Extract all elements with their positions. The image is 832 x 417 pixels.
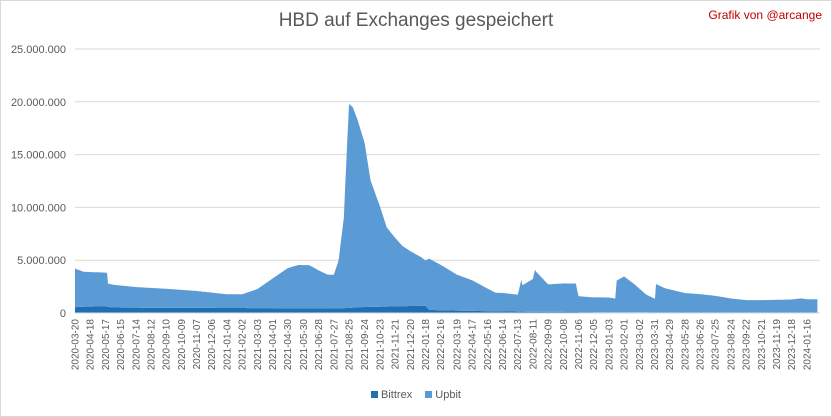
x-tick-label: 2023-09-22 xyxy=(742,319,753,371)
y-tick-label: 20.000.000 xyxy=(11,97,66,109)
x-tick-label: 2021-02-02 xyxy=(238,319,249,371)
x-tick-label: 2020-04-18 xyxy=(86,319,97,371)
x-tick-label: 2022-08-11 xyxy=(528,319,539,370)
x-tick-label: 2020-05-17 xyxy=(101,319,112,371)
x-tick-label: 2020-12-06 xyxy=(207,319,218,371)
x-tick-label: 2022-05-16 xyxy=(483,319,494,371)
x-tick-label: 2021-04-01 xyxy=(268,319,279,371)
y-tick-label: 15.000.000 xyxy=(11,150,66,162)
x-tick-label: 2023-06-26 xyxy=(696,319,707,371)
y-tick-label: 0 xyxy=(60,308,66,320)
credit-label: Grafik von @arcange xyxy=(708,8,822,22)
x-tick-label: 2023-03-31 xyxy=(650,319,661,371)
x-tick-label: 2021-09-24 xyxy=(360,319,371,371)
x-tick-label: 2023-04-29 xyxy=(665,319,676,371)
x-tick-label: 2022-02-16 xyxy=(436,319,447,371)
x-tick-label: 2020-09-10 xyxy=(162,319,173,371)
x-tick-label: 2021-07-27 xyxy=(329,319,340,371)
x-tick-label: 2021-10-23 xyxy=(375,319,386,371)
legend-label-upbit: Upbit xyxy=(435,389,461,401)
x-tick-label: 2022-01-18 xyxy=(421,319,432,371)
legend: Bittrex Upbit xyxy=(0,389,832,401)
legend-swatch-bittrex xyxy=(371,391,379,398)
x-tick-label: 2022-09-09 xyxy=(544,319,555,371)
x-tick-label: 2023-11-19 xyxy=(772,319,783,370)
x-tick-label: 2022-07-13 xyxy=(513,319,524,371)
x-tick-label: 2023-03-02 xyxy=(635,319,646,371)
x-tick-label: 2021-06-28 xyxy=(314,319,325,371)
x-tick-label: 2020-08-12 xyxy=(147,319,158,371)
x-tick-label: 2023-12-18 xyxy=(787,319,798,371)
x-tick-label: 2022-11-06 xyxy=(574,319,585,370)
legend-item-upbit: Upbit xyxy=(425,389,461,401)
x-tick-label: 2023-10-21 xyxy=(757,319,768,371)
series-area-upbit xyxy=(75,104,818,313)
x-tick-label: 2022-03-19 xyxy=(452,319,463,371)
x-tick-label: 2022-12-05 xyxy=(589,319,600,371)
x-tick-label: 2021-08-25 xyxy=(345,319,356,371)
x-tick-label: 2023-08-24 xyxy=(726,319,737,371)
x-tick-label: 2021-03-03 xyxy=(253,319,264,371)
x-tick-label: 2020-03-20 xyxy=(71,319,82,371)
x-tick-label: 2020-11-07 xyxy=(192,319,203,370)
legend-item-bittrex: Bittrex xyxy=(371,389,412,401)
x-tick-label: 2023-05-28 xyxy=(680,319,691,371)
x-tick-label: 2021-11-21 xyxy=(391,319,402,370)
x-tick-label: 2022-10-08 xyxy=(559,319,570,371)
x-tick-label: 2021-12-20 xyxy=(406,319,417,371)
x-tick-label: 2024-01-16 xyxy=(802,319,813,371)
x-tick-label: 2023-02-01 xyxy=(620,319,631,371)
legend-swatch-upbit xyxy=(425,391,433,398)
y-tick-label: 5.000.000 xyxy=(17,255,66,267)
y-tick-label: 10.000.000 xyxy=(11,202,66,214)
x-tick-label: 2023-07-25 xyxy=(711,319,722,371)
series-area-bittrex xyxy=(75,305,818,313)
x-tick-label: 2022-04-17 xyxy=(468,319,479,371)
x-tick-label: 2020-07-14 xyxy=(131,319,142,371)
x-tick-label: 2020-06-15 xyxy=(116,319,127,371)
x-tick-label: 2020-10-09 xyxy=(177,319,188,371)
x-tick-label: 2023-01-03 xyxy=(604,319,615,371)
y-tick-label: 25.000.000 xyxy=(11,44,66,56)
x-tick-label: 2022-06-14 xyxy=(498,319,509,371)
x-tick-label: 2021-01-04 xyxy=(222,319,233,371)
chart-title: HBD auf Exchanges gespeichert xyxy=(278,10,554,31)
x-tick-label: 2021-04-30 xyxy=(283,319,294,371)
legend-label-bittrex: Bittrex xyxy=(381,389,413,401)
x-tick-label: 2021-05-30 xyxy=(299,319,310,371)
